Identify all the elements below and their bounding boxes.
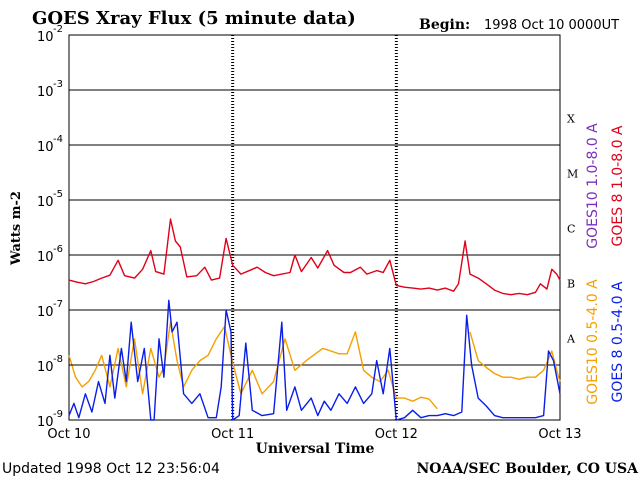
series-line-0 — [68, 218, 561, 296]
legend-entry: GOES10 0.5-4.0 A — [585, 279, 601, 405]
y-axis-label: Watts m-2 — [9, 191, 24, 266]
chart-title: GOES Xray Flux (5 minute data) — [32, 8, 356, 29]
y-tick-label: 10 — [37, 30, 54, 45]
flare-class-labels: X M C B A — [566, 113, 578, 346]
plot-area: 10-210-310-410-510-610-710-810-9 Oct 10 O… — [37, 24, 582, 442]
x-tick-label: Oct 13 — [538, 427, 581, 442]
flare-class-label: B — [567, 278, 575, 291]
series-line-1 — [68, 321, 561, 410]
flare-class-label: M — [567, 168, 578, 181]
y-tick-exponent: -7 — [53, 299, 63, 310]
y-tick-label: 10 — [37, 305, 54, 320]
y-tick-exponent: -6 — [53, 244, 63, 255]
footer-source: NOAA/SEC Boulder, CO USA — [417, 461, 640, 477]
y-tick-label: 10 — [37, 360, 54, 375]
y-tick-exponent: -3 — [53, 79, 63, 90]
legend-entry: GOES 8 0.5-4.0 A — [610, 281, 626, 402]
y-tick-label: 10 — [37, 195, 54, 210]
x-tick-label: Oct 11 — [211, 427, 254, 442]
series-line-2 — [68, 299, 561, 421]
horizontal-gridlines — [69, 89, 560, 366]
y-tick-exponent: -8 — [53, 354, 63, 365]
y-tick-exponent: -4 — [53, 134, 63, 145]
footer-updated: Updated 1998 Oct 12 23:56:04 — [2, 461, 220, 477]
y-tick-label: 10 — [37, 85, 54, 100]
begin-label: Begin: — [419, 17, 470, 33]
y-tick-exponent: -9 — [53, 409, 63, 420]
legend-entry: GOES10 1.0-8.0 A — [585, 123, 601, 249]
x-tick-label: Oct 10 — [47, 427, 90, 442]
plot-frame — [68, 34, 561, 421]
legend: GOES10 1.0-8.0 A GOES 8 1.0-8.0 A GOES10 0… — [585, 123, 626, 405]
y-tick-label: 10 — [37, 140, 54, 155]
y-tick-label: 10 — [37, 250, 54, 265]
day-dividers — [231, 35, 398, 420]
flare-class-label: A — [566, 333, 576, 346]
x-tick-label: Oct 12 — [375, 427, 418, 442]
y-tick-exponent: -5 — [53, 189, 63, 200]
series-layer — [68, 218, 561, 421]
begin-value: 1998 Oct 10 0000UT — [484, 18, 619, 33]
x-axis-label: Universal Time — [256, 441, 375, 457]
flare-class-label: C — [567, 223, 575, 236]
x-tick-labels: Oct 10 Oct 11 Oct 12 Oct 13 — [47, 427, 581, 442]
y-tick-label: 10 — [37, 415, 54, 430]
y-tick-exponent: -2 — [53, 24, 63, 35]
y-tick-labels: 10-210-310-410-510-610-710-810-9 — [37, 24, 75, 430]
flare-class-label: X — [567, 113, 575, 126]
legend-entry: GOES 8 1.0-8.0 A — [610, 125, 626, 246]
